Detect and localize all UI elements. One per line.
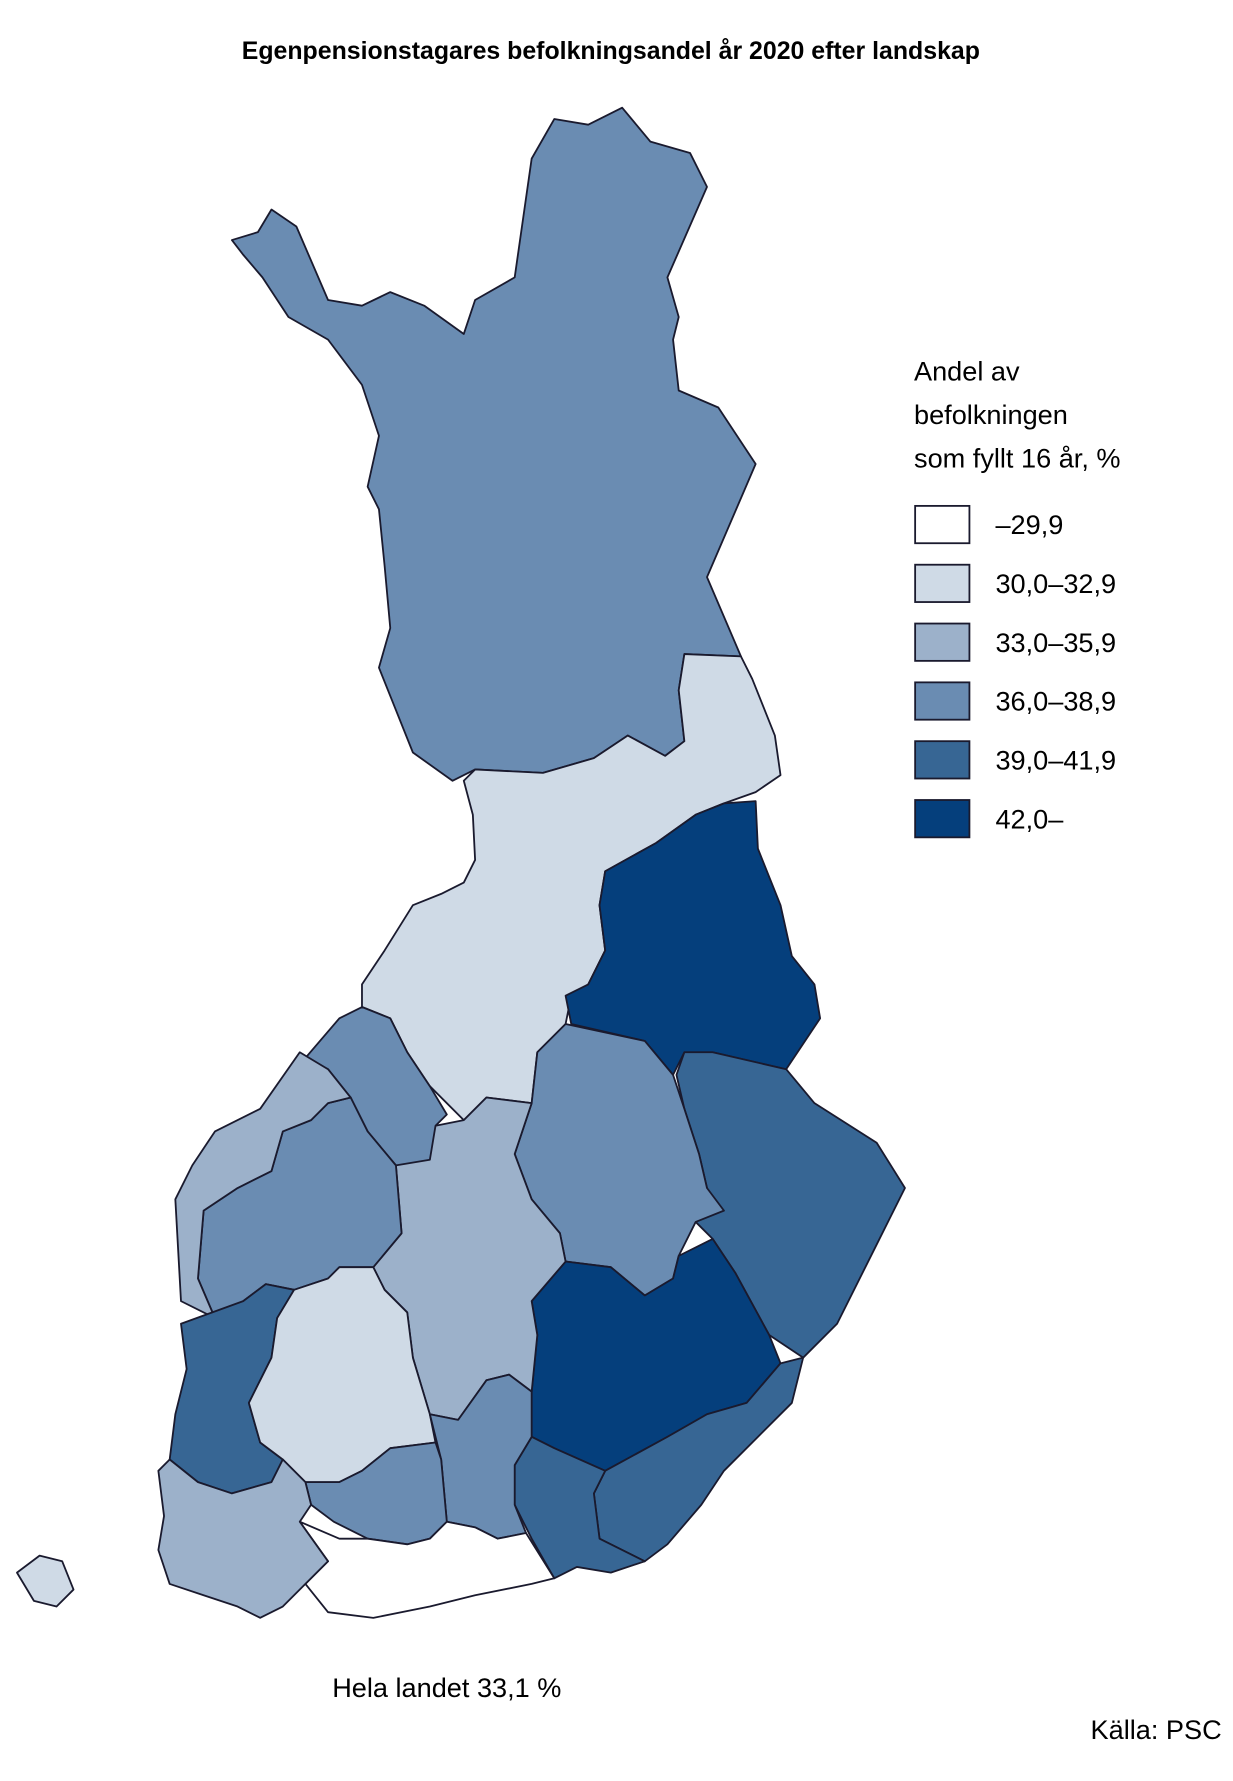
- legend-swatch: [914, 799, 971, 839]
- legend-label: 30,0–32,9: [995, 568, 1116, 599]
- legend-swatch: [914, 622, 971, 662]
- note: Hela landet 33,1 %: [332, 1672, 561, 1703]
- legend-label: 42,0–: [995, 803, 1064, 834]
- legend: Andel av befolkningen som fyllt 16 år, % –2…: [914, 355, 1121, 839]
- region-nyland: [298, 1520, 556, 1619]
- legend-title: som fyllt 16 år, %: [914, 442, 1121, 473]
- source: Källa: PSC: [1091, 1714, 1222, 1745]
- legend-title: befolkningen: [914, 399, 1068, 430]
- map-title: Egenpensionstagares befolkningsandel år …: [242, 37, 980, 65]
- legend-swatch: [914, 563, 971, 603]
- region-egentliga-finland: [157, 1458, 329, 1619]
- legend-label: 39,0–41,9: [995, 744, 1116, 775]
- legend-swatch: [914, 504, 971, 545]
- legend-swatch: [914, 681, 971, 721]
- legend-swatch: [914, 740, 971, 780]
- region-kymmenedalen: [513, 1435, 646, 1580]
- legend-label: 33,0–35,9: [995, 627, 1116, 658]
- legend-title: Andel av: [914, 355, 1020, 386]
- map: [16, 106, 906, 1619]
- region-lappi: [230, 106, 757, 782]
- region-aland: [16, 1554, 75, 1608]
- region-osterbotten: [174, 1051, 352, 1319]
- legend-label: –29,9: [995, 509, 1063, 540]
- legend-label: 36,0–38,9: [995, 686, 1116, 717]
